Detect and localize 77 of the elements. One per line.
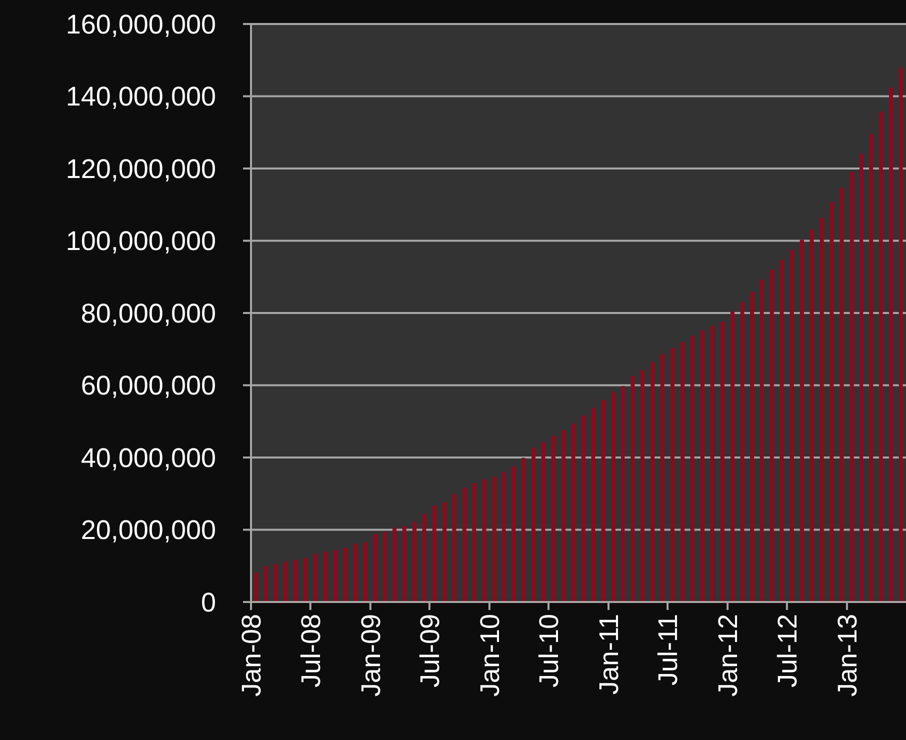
bar xyxy=(621,386,625,602)
bar xyxy=(859,154,864,602)
bar xyxy=(591,408,596,602)
bar xyxy=(363,542,368,602)
bar xyxy=(521,458,526,602)
bar xyxy=(720,322,724,602)
bar xyxy=(770,270,774,602)
bar xyxy=(680,342,685,602)
bar xyxy=(611,392,616,602)
bar xyxy=(472,482,476,602)
bar xyxy=(601,400,606,602)
bar xyxy=(273,564,278,602)
bar xyxy=(482,479,486,602)
bar xyxy=(820,218,824,602)
bar xyxy=(462,487,466,602)
bar xyxy=(442,502,446,602)
x-tick-label: Jan-08 xyxy=(236,614,266,697)
bar xyxy=(432,506,436,602)
y-tick-label: 60,000,000 xyxy=(80,370,216,401)
y-tick-label: 140,000,000 xyxy=(66,82,216,112)
x-tick-label: Jul-08 xyxy=(296,614,326,688)
bar xyxy=(640,370,644,602)
bar xyxy=(850,172,854,602)
bar xyxy=(254,572,258,602)
bar xyxy=(700,330,704,602)
y-tick-label: 40,000,000 xyxy=(80,442,216,473)
bar xyxy=(840,188,844,602)
bar xyxy=(353,544,358,602)
bar xyxy=(412,522,416,602)
bar xyxy=(561,430,566,602)
bar xyxy=(303,558,308,602)
x-tick-label: Jan-12 xyxy=(713,614,744,697)
bar xyxy=(293,560,298,602)
y-tick-label: 100,000,000 xyxy=(66,226,216,256)
bar xyxy=(382,532,387,602)
bar xyxy=(650,362,655,602)
bar xyxy=(531,448,536,602)
x-tick-label: Jul-09 xyxy=(414,614,445,688)
bar xyxy=(790,250,794,602)
bar xyxy=(750,292,754,602)
bar xyxy=(690,336,694,602)
bar xyxy=(551,436,556,602)
bar xyxy=(373,534,378,602)
bar xyxy=(392,528,397,602)
y-tick-label: 160,000,000 xyxy=(66,9,216,40)
bar xyxy=(830,202,834,602)
x-tick-label: Jan-13 xyxy=(832,614,862,697)
x-tick-label: Jul-11 xyxy=(653,614,683,686)
bar xyxy=(502,472,506,602)
bar xyxy=(264,566,268,602)
bar xyxy=(869,134,874,602)
bar xyxy=(581,416,586,602)
bar xyxy=(888,88,894,602)
bar xyxy=(402,526,406,602)
y-tick-label: 20,000,000 xyxy=(80,515,216,546)
bar xyxy=(630,376,635,602)
bar xyxy=(512,466,516,602)
y-tick-label: 80,000,000 xyxy=(80,298,216,328)
x-tick-label: Jul-10 xyxy=(534,614,564,688)
bar xyxy=(313,554,318,602)
bar xyxy=(800,240,804,602)
bar xyxy=(660,354,664,602)
bar xyxy=(343,548,348,602)
bar xyxy=(730,312,734,602)
y-tick-label: 120,000,000 xyxy=(66,154,216,184)
bar xyxy=(333,550,338,602)
x-tick-label: Jan-10 xyxy=(474,614,505,697)
bar xyxy=(878,112,883,602)
x-tick-label: Jan-09 xyxy=(356,614,386,697)
bar xyxy=(740,302,744,602)
y-tick-label: 0 xyxy=(200,587,216,618)
bar xyxy=(760,280,764,602)
x-tick-label: Jul-12 xyxy=(772,614,802,688)
bar xyxy=(492,476,496,602)
x-tick-label: Jan-11 xyxy=(594,614,624,695)
bar xyxy=(323,552,328,602)
bar xyxy=(670,348,674,602)
